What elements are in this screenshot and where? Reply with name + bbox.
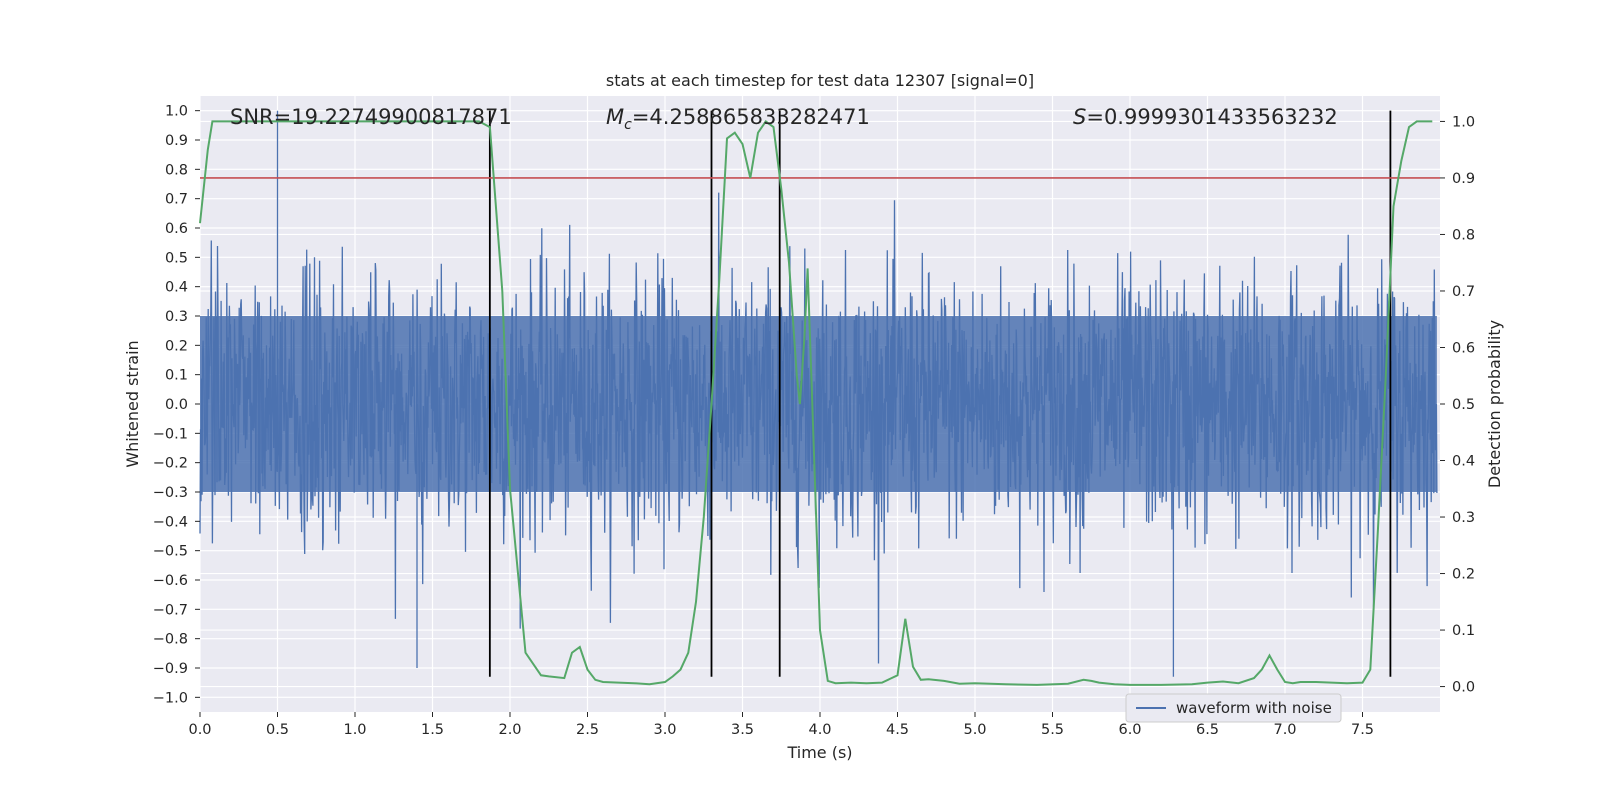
y-tick-label: −0.9 bbox=[153, 661, 188, 677]
legend: waveform with noise bbox=[1125, 693, 1342, 723]
y-tick-label: 0.8 bbox=[165, 162, 188, 178]
y-right-tick-label: 0.8 bbox=[1452, 227, 1475, 243]
y-right-tick-label: 0.1 bbox=[1452, 623, 1475, 639]
x-tick-label: 5.0 bbox=[963, 722, 986, 738]
y-tick-label: 1.0 bbox=[165, 104, 188, 120]
x-tick-label: 7.5 bbox=[1351, 722, 1374, 738]
y-right-tick-label: 0.0 bbox=[1452, 680, 1475, 696]
snr-annotation: SNR=19.22749900817871 bbox=[230, 105, 512, 129]
y-axis-label-right: Detection probability bbox=[1485, 320, 1504, 488]
y-tick-label: 0.1 bbox=[165, 368, 188, 384]
x-tick-label: 2.5 bbox=[576, 722, 599, 738]
y-right-tick-label: 0.7 bbox=[1452, 284, 1475, 300]
y-axis-ticks-right: 0.0 0.1 0.2 0.3 0.4 0.5 0.6 0.7 0.8 0.9 1.0 bbox=[1440, 114, 1475, 696]
y-tick-label: −0.1 bbox=[153, 426, 188, 442]
x-tick-label: 6.0 bbox=[1118, 722, 1141, 738]
legend-box bbox=[1125, 693, 1342, 723]
y-tick-label: −0.3 bbox=[153, 485, 188, 501]
y-right-tick-label: 0.9 bbox=[1452, 171, 1475, 187]
chirp-mass-subscript: c bbox=[624, 117, 632, 133]
y-tick-label: 0.4 bbox=[165, 280, 188, 296]
y-right-tick-label: 0.6 bbox=[1452, 340, 1475, 356]
y-right-tick-label: 0.5 bbox=[1452, 397, 1475, 413]
s-value: =0.9999301433563232 bbox=[1086, 105, 1337, 129]
x-tick-label: 7.0 bbox=[1273, 722, 1296, 738]
y-tick-label: 0.2 bbox=[165, 338, 188, 354]
y-right-tick-label: 0.3 bbox=[1452, 510, 1475, 526]
x-tick-label: 2.0 bbox=[498, 722, 521, 738]
chirp-mass-annotation: Mc=4.258865833282471 bbox=[606, 105, 870, 133]
x-axis-label: Time (s) bbox=[786, 743, 852, 762]
y-tick-label: −0.6 bbox=[153, 573, 188, 589]
y-tick-label: −1.0 bbox=[153, 690, 188, 706]
x-tick-label: 6.5 bbox=[1196, 722, 1219, 738]
y-axis-label: Whitened strain bbox=[123, 340, 142, 467]
x-tick-label: 1.0 bbox=[343, 722, 366, 738]
x-tick-label: 4.5 bbox=[886, 722, 909, 738]
y-tick-label: −0.2 bbox=[153, 456, 188, 472]
y-tick-label: 0.6 bbox=[165, 221, 188, 237]
x-tick-label: 4.0 bbox=[808, 722, 831, 738]
x-tick-label: 3.5 bbox=[731, 722, 754, 738]
chart-title: stats at each timestep for test data 123… bbox=[606, 71, 1034, 90]
y-tick-label: −0.8 bbox=[153, 632, 188, 648]
x-tick-label: 5.5 bbox=[1041, 722, 1064, 738]
y-tick-label: −0.7 bbox=[153, 602, 188, 618]
x-tick-label: 0.5 bbox=[266, 722, 289, 738]
y-right-tick-label: 0.2 bbox=[1452, 567, 1475, 583]
chirp-mass-value: =4.258865833282471 bbox=[632, 105, 870, 129]
x-tick-label: 1.5 bbox=[421, 722, 444, 738]
y-tick-label: 0.0 bbox=[165, 397, 188, 413]
s-annotation: S=0.9999301433563232 bbox=[1073, 105, 1338, 129]
y-tick-label: 0.7 bbox=[165, 192, 188, 208]
y-right-tick-label: 1.0 bbox=[1452, 114, 1475, 130]
y-tick-label: −0.4 bbox=[153, 514, 188, 530]
y-tick-label: −0.5 bbox=[153, 544, 188, 560]
legend-label: waveform with noise bbox=[1176, 699, 1332, 717]
y-tick-label: 0.3 bbox=[165, 309, 188, 325]
y-right-tick-label: 0.4 bbox=[1452, 454, 1475, 470]
chirp-mass-symbol: M bbox=[606, 105, 624, 129]
y-tick-label: 0.5 bbox=[165, 250, 188, 266]
s-symbol: S bbox=[1073, 105, 1086, 129]
x-tick-label: 3.0 bbox=[653, 722, 676, 738]
y-tick-label: 0.9 bbox=[165, 133, 188, 149]
probability-line bbox=[199, 119, 1433, 686]
waveform-series bbox=[199, 110, 1438, 677]
waveform-core-band bbox=[200, 316, 1437, 492]
y-axis-ticks-left: 1.0 0.9 0.8 0.7 0.6 0.5 0.4 0.3 0.2 0.1 0.0 −0.1 −0.… bbox=[153, 104, 200, 706]
x-tick-label: 0.0 bbox=[188, 722, 211, 738]
x-axis-ticks: 0.0 0.5 1.0 1.5 2.0 2.5 3.0 3.5 4.0 4.5 5.0 5.5 6.0 6… bbox=[188, 712, 1374, 738]
probability-series bbox=[199, 119, 1433, 686]
